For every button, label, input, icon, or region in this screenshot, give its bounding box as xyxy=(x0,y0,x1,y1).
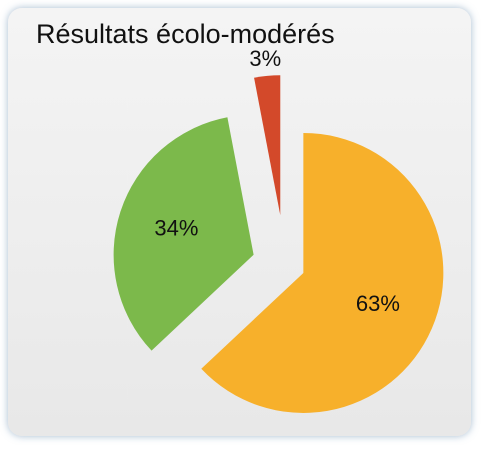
data-label: 3% xyxy=(249,46,281,71)
pie-slice xyxy=(254,75,281,216)
data-label: 34% xyxy=(154,216,198,241)
pie-slice xyxy=(201,132,444,413)
data-label: 63% xyxy=(356,291,400,316)
pie-slice xyxy=(113,117,254,351)
chart-title: Résultats écolo-modérés xyxy=(36,19,335,49)
